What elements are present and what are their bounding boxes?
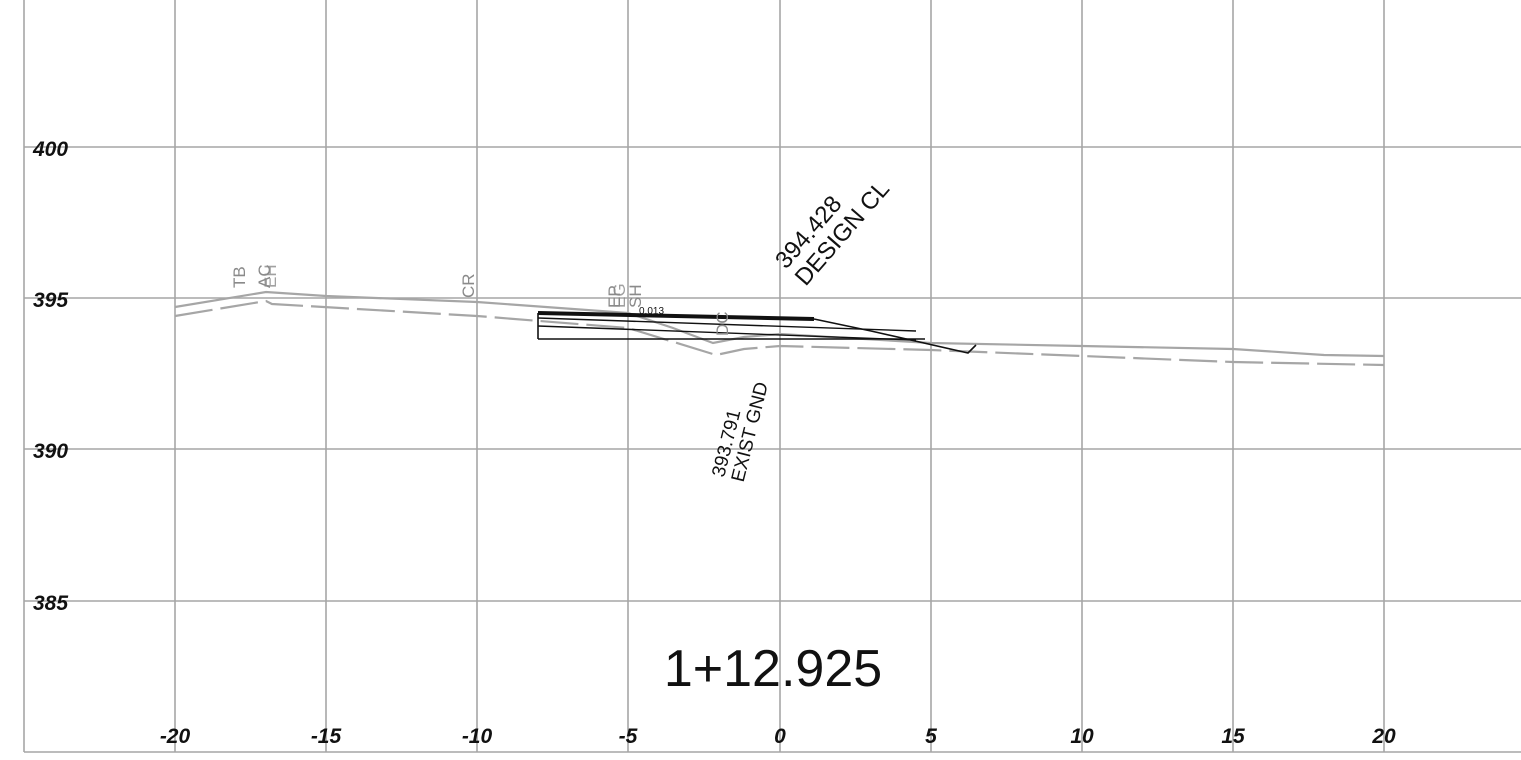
design-surface-top: [537, 311, 815, 321]
x-tick-m10: -10: [462, 725, 493, 748]
design-cl-annotation: 394.428 DESIGN CL: [770, 176, 895, 291]
existing-ground-dashed-line: [174, 299, 1385, 367]
y-tick-395: 395: [33, 289, 68, 312]
y-tick-390: 390: [33, 440, 68, 463]
point-code-ep: EP: [605, 285, 624, 308]
design-layer-2: [537, 325, 917, 341]
x-tick-m15: -15: [311, 725, 342, 748]
point-code-eg: EG: [610, 283, 629, 308]
y-tick-400: 400: [32, 138, 68, 161]
point-code-cr: CR: [459, 273, 478, 298]
point-code-labels: TB AC EH CR EP EG SH DC: [230, 264, 732, 336]
grid: [23, 0, 1521, 753]
design-layer-1: [537, 317, 917, 332]
x-tick-20: 20: [1371, 725, 1396, 748]
existing-ground-solid-line: [174, 290, 1385, 358]
design-side-slope: [813, 318, 977, 354]
point-code-tb: TB: [230, 266, 249, 288]
x-tick-0: 0: [774, 725, 786, 748]
x-tick-15: 15: [1221, 725, 1245, 748]
x-axis-labels: -20 -15 -10 -5 0 5 10 15 20: [160, 725, 1396, 748]
point-code-ac: AC: [255, 264, 274, 288]
x-tick-m20: -20: [160, 725, 191, 748]
point-code-sh: SH: [626, 284, 645, 308]
slope-label: 0.013: [639, 306, 664, 317]
y-tick-385: 385: [33, 592, 68, 615]
y-axis-labels: 400 395 390 385: [32, 138, 68, 615]
x-tick-10: 10: [1070, 725, 1094, 748]
point-code-dc: DC: [713, 311, 732, 336]
exist-gnd-annotation: 393.791 EXIST GND: [708, 380, 772, 484]
existing-ground: [174, 290, 1385, 367]
x-tick-5: 5: [925, 725, 937, 748]
station-label: 1+12.925: [664, 640, 882, 698]
design-template: [537, 311, 977, 354]
point-code-eh: EH: [261, 264, 280, 288]
x-tick-m5: -5: [619, 725, 638, 748]
